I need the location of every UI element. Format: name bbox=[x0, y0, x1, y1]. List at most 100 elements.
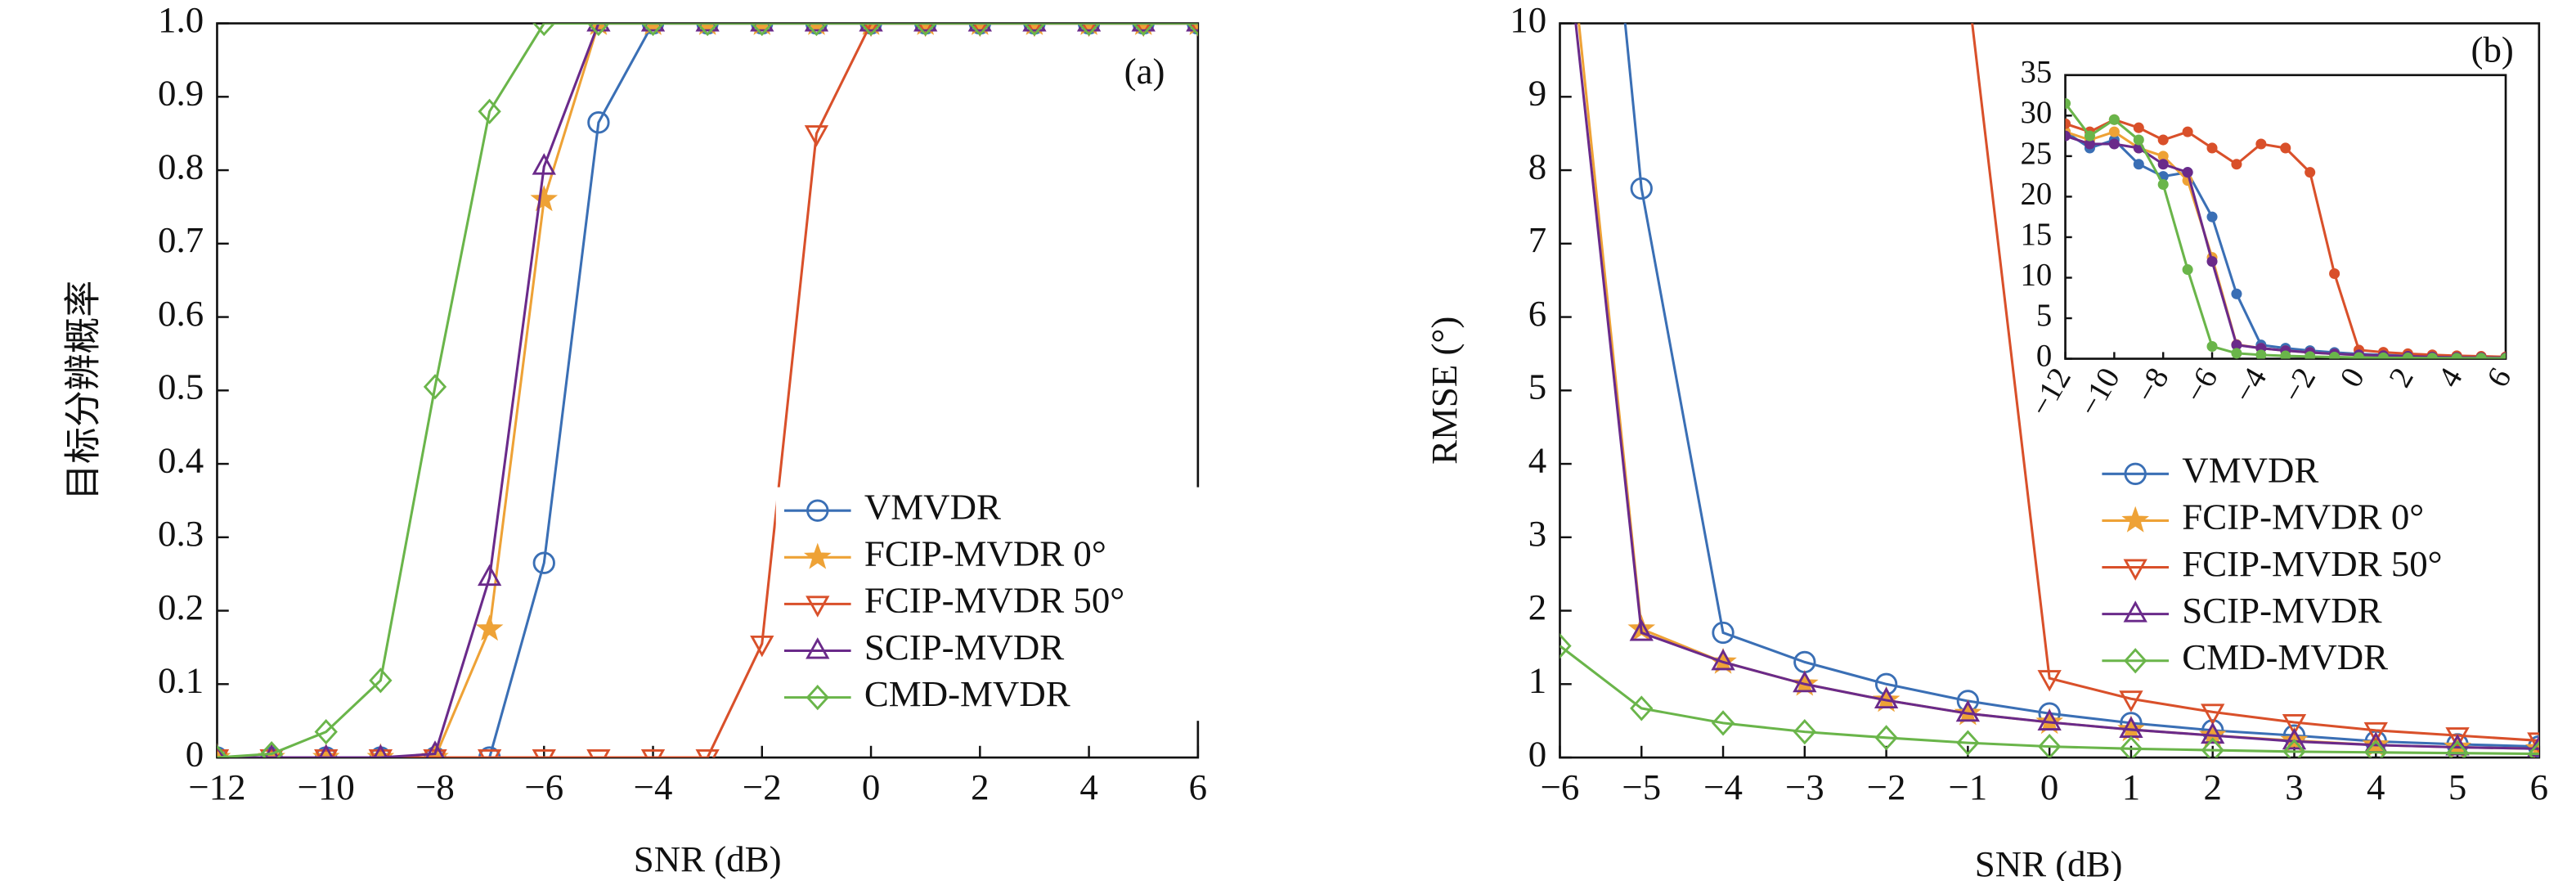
legend-label: CMD-MVDR bbox=[864, 673, 1070, 714]
y-tick-label: 20 bbox=[2020, 176, 2052, 211]
marker bbox=[1874, 725, 1898, 751]
marker bbox=[2065, 97, 2071, 109]
marker bbox=[972, 23, 988, 37]
marker bbox=[2037, 708, 2062, 730]
marker bbox=[2255, 349, 2267, 359]
marker bbox=[695, 749, 720, 758]
marker bbox=[2084, 130, 2095, 142]
marker bbox=[532, 551, 555, 574]
marker bbox=[2108, 138, 2120, 150]
marker bbox=[1026, 23, 1043, 37]
marker bbox=[1874, 686, 1899, 709]
markers bbox=[217, 23, 1198, 758]
marker bbox=[1131, 23, 1156, 32]
marker bbox=[2108, 114, 2120, 125]
series-line bbox=[1574, 23, 2539, 750]
marker bbox=[532, 749, 556, 758]
x-tick-label: −1 bbox=[1949, 766, 1988, 807]
marker bbox=[2037, 670, 2062, 692]
x-tick-label: 0 bbox=[862, 766, 880, 807]
marker bbox=[967, 23, 992, 32]
markers bbox=[217, 23, 1198, 758]
marker bbox=[2157, 159, 2169, 170]
legend-label: SCIP-MVDR bbox=[2182, 590, 2381, 631]
marker bbox=[2206, 142, 2218, 154]
x-tick-label: 0 bbox=[2040, 766, 2058, 807]
marker bbox=[2280, 142, 2291, 154]
marker bbox=[2133, 134, 2144, 146]
marker bbox=[1022, 23, 1047, 32]
x-tick-label: −8 bbox=[415, 766, 455, 807]
marker bbox=[2201, 721, 2225, 744]
marker bbox=[2157, 179, 2169, 191]
y-tick-label: 9 bbox=[1528, 73, 1546, 114]
x-tick-label: 1 bbox=[2122, 766, 2140, 807]
marker bbox=[373, 744, 388, 758]
marker bbox=[750, 635, 774, 658]
y-axis-label: 目标分辨概率 bbox=[63, 281, 104, 501]
x-tick-label: 6 bbox=[2530, 766, 2548, 807]
chart: −12 −10 −8 −6 −4 −2 0 2 4 6 0 0.1 0.2 0.3 0.4 0.5 0.6 0.7… bbox=[63, 0, 1207, 879]
y-tick-label: 10 bbox=[1510, 0, 1546, 40]
markers bbox=[1560, 633, 2539, 758]
marker bbox=[2282, 727, 2307, 750]
marker bbox=[368, 749, 393, 758]
marker bbox=[2124, 648, 2147, 674]
marker bbox=[475, 614, 504, 641]
y-tick-label: 15 bbox=[2020, 217, 2052, 252]
marker bbox=[2451, 353, 2462, 359]
marker bbox=[2124, 462, 2147, 485]
y-tick-label: 10 bbox=[2020, 257, 2052, 292]
marker bbox=[640, 23, 666, 32]
marker bbox=[1711, 648, 1735, 671]
annotation: (b) bbox=[2471, 29, 2514, 70]
marker bbox=[1793, 670, 1817, 693]
marker bbox=[695, 23, 720, 37]
marker bbox=[2377, 352, 2389, 359]
marker bbox=[2206, 211, 2218, 222]
marker bbox=[2065, 118, 2071, 129]
series-line bbox=[1560, 645, 2539, 756]
y-tick-label: 35 bbox=[2020, 55, 2052, 90]
annotation: (a) bbox=[1124, 51, 1165, 92]
marker bbox=[1712, 621, 1735, 645]
marker bbox=[1956, 730, 1980, 756]
marker bbox=[2123, 559, 2147, 581]
marker bbox=[2201, 737, 2224, 758]
y-axis-label: RMSE (°) bbox=[1424, 317, 1465, 465]
marker bbox=[1629, 619, 1654, 641]
marker bbox=[1081, 23, 1097, 37]
marker bbox=[2231, 348, 2242, 359]
marker bbox=[318, 744, 334, 758]
marker bbox=[2363, 721, 2388, 744]
y-tick-label: 1 bbox=[1528, 660, 1546, 701]
marker bbox=[2527, 732, 2539, 754]
legend-label: CMD-MVDR bbox=[2182, 636, 2388, 677]
marker bbox=[2108, 126, 2120, 137]
x-tick-label: −6 bbox=[524, 766, 563, 807]
marker bbox=[314, 719, 338, 745]
y-tick-label: 2 bbox=[1528, 587, 1546, 627]
series-line bbox=[217, 23, 1198, 758]
marker bbox=[586, 23, 611, 32]
marker bbox=[2182, 167, 2193, 178]
marker bbox=[532, 153, 556, 175]
x-tick-label: 3 bbox=[2285, 766, 2303, 807]
marker bbox=[425, 740, 445, 758]
y-tick-label: 0.2 bbox=[158, 587, 204, 627]
marker bbox=[530, 185, 559, 212]
marker bbox=[2121, 506, 2150, 533]
x-tick-label: −4 bbox=[634, 766, 673, 807]
marker bbox=[2182, 264, 2193, 276]
marker bbox=[2157, 134, 2169, 146]
markers bbox=[2037, 670, 2539, 754]
marker bbox=[587, 111, 610, 134]
marker bbox=[913, 23, 937, 37]
x-tick-label: −3 bbox=[1785, 766, 1824, 807]
marker bbox=[2445, 727, 2470, 749]
x-tick-label: −6 bbox=[1541, 766, 1580, 807]
marker bbox=[2475, 353, 2487, 359]
marker bbox=[805, 23, 828, 37]
